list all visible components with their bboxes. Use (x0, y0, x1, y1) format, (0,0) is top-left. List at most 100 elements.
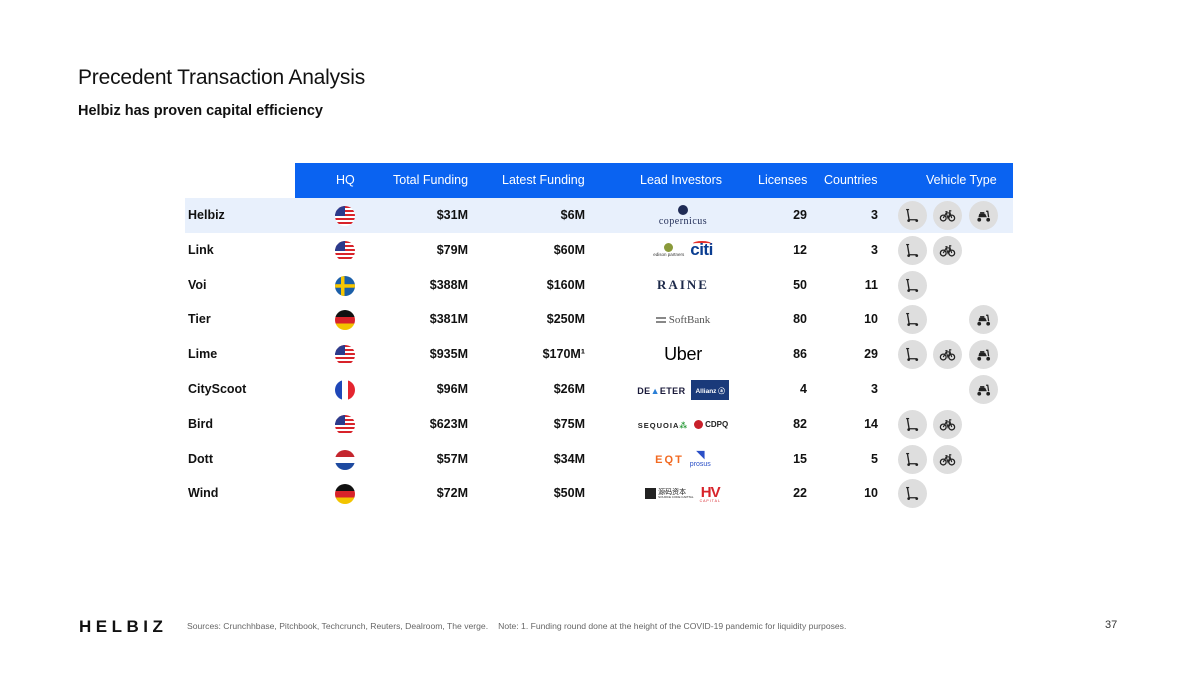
lead-investors: RAINE (635, 268, 731, 303)
bike-icon (933, 444, 962, 474)
bike-icon (933, 340, 962, 370)
investor-logo: Uber (664, 344, 702, 365)
licenses: 22 (793, 486, 807, 501)
header-vehicle-type: Vehicle Type (926, 173, 997, 187)
flag-us-icon (335, 206, 355, 226)
flag-se-icon (335, 275, 355, 296)
lead-investors: EQT ◥ prosus (635, 442, 731, 477)
total-funding: $79M (436, 242, 468, 257)
flag-fr-icon (335, 380, 355, 400)
total-funding: $381M (429, 312, 468, 327)
header-countries: Countries (824, 173, 878, 187)
investor-logo: SEQUOIA⁂ (637, 421, 689, 431)
licenses: 86 (793, 347, 807, 362)
scooter-icon (898, 305, 927, 335)
table-row: Tier $381M $250M SoftBank 80 10 (185, 302, 1013, 337)
lead-investors: SEQUOIA⁂ CDPQ (635, 407, 731, 442)
helbiz-logo: HELBIZ (79, 617, 168, 636)
footer-notes: Sources: Crunchhbase, Pitchbook, Techcru… (187, 621, 846, 631)
investor-logo: 源码资本 SOURCE CODE CAPITAL (645, 488, 694, 500)
latest-funding: $250M (546, 312, 585, 327)
licenses: 29 (793, 208, 807, 222)
licenses: 12 (793, 242, 807, 257)
table-row: Voi $388M $160M RAINE 50 11 (185, 268, 1013, 303)
scooter-icon (898, 479, 927, 509)
company-name: Voi (188, 277, 207, 292)
latest-funding: $60M (553, 242, 585, 257)
bike-icon (933, 235, 962, 265)
lead-investors: DE▲ETER Allianz ⓐ (635, 372, 731, 407)
header-licenses: Licenses (758, 173, 808, 187)
flag-nl-icon (335, 449, 355, 470)
company-name: Wind (188, 486, 219, 501)
company-name: CityScoot (188, 382, 247, 396)
total-funding: $388M (429, 277, 468, 292)
investor-logo: HV CAPITAL (699, 483, 721, 503)
flag-us-icon (335, 414, 355, 435)
table-row: CityScoot $96M $26M DE▲ETER Allianz ⓐ 4 3 (185, 372, 1013, 407)
latest-funding: $6M (560, 208, 585, 222)
countries: 3 (871, 242, 878, 257)
investor-logo: EQT (655, 454, 684, 467)
investor-logo: citi (690, 240, 713, 260)
total-funding: $57M (436, 451, 468, 466)
header-total-funding: Total Funding (393, 173, 469, 187)
company-name: Helbiz (188, 208, 225, 222)
page-subtitle: Helbiz has proven capital efficiency (78, 103, 323, 119)
sources-text: Sources: Crunchhbase, Pitchbook, Techcru… (187, 621, 489, 631)
investor-logo: ◥ prosus (689, 449, 711, 469)
note-text: Note: 1. Funding round done at the heigh… (498, 621, 847, 631)
page-number: 37 (1105, 619, 1118, 631)
investor-logo: edison partners (653, 243, 684, 258)
moped-icon (969, 340, 998, 370)
countries: 14 (864, 416, 878, 431)
page-title: Precedent Transaction Analysis (78, 66, 365, 89)
investor-logo: SoftBank (655, 314, 710, 326)
flag-us-icon (335, 240, 355, 261)
moped-icon (969, 375, 998, 404)
table-row: Wind $72M $50M 源码资本 SOURCE CODE CAPITAL HV CAP… (185, 476, 1013, 511)
company-name: Link (188, 242, 214, 257)
header-lead-investors: Lead Investors (640, 173, 722, 187)
licenses: 15 (793, 451, 807, 466)
flag-de-icon (335, 310, 355, 331)
table-row: Dott $57M $34M EQT ◥ prosus 15 5 (185, 442, 1013, 477)
table-row: Lime $935M $170M¹ Uber 86 29 (185, 337, 1013, 372)
scooter-icon (898, 444, 927, 474)
countries: 5 (871, 451, 878, 466)
latest-funding: $170M¹ (542, 347, 585, 362)
header-latest-funding: Latest Funding (502, 173, 585, 187)
countries: 29 (864, 347, 878, 362)
table-row: Bird $623M $75M SEQUOIA⁂ CDPQ 82 14 (185, 407, 1013, 442)
header-hq: HQ (336, 173, 355, 187)
company-name: Lime (188, 347, 218, 362)
table-row: Link $79M $60M edison partners citi 12 3 (185, 233, 1013, 268)
flag-de-icon (335, 484, 355, 505)
table-header: HQ Total Funding Latest Funding Lead Inv… (295, 163, 1013, 198)
licenses: 50 (793, 277, 807, 292)
investor-logo: copernicus (659, 204, 707, 227)
latest-funding: $34M (553, 451, 585, 466)
latest-funding: $75M (553, 416, 585, 431)
countries: 10 (864, 486, 878, 501)
lead-investors: Uber (635, 337, 731, 372)
scooter-icon (898, 409, 927, 439)
company-name: Tier (188, 312, 211, 327)
scooter-icon (898, 235, 927, 265)
total-funding: $31M (436, 208, 468, 222)
total-funding: $623M (429, 416, 468, 431)
total-funding: $72M (436, 486, 468, 501)
licenses: 4 (800, 382, 807, 396)
investor-logo: CDPQ (694, 419, 728, 429)
licenses: 80 (793, 312, 807, 327)
lead-investors: 源码资本 SOURCE CODE CAPITAL HV CAPITAL (635, 476, 731, 511)
countries: 11 (864, 277, 878, 292)
bike-icon (933, 201, 962, 230)
bike-icon (933, 409, 962, 439)
total-funding: $96M (436, 382, 468, 396)
countries: 3 (871, 208, 878, 222)
scooter-icon (898, 340, 927, 370)
investor-logo: DE▲ETER (637, 385, 686, 396)
table-row: Helbiz $31M $6M copernicus 29 3 (185, 198, 1013, 233)
latest-funding: $50M (553, 486, 585, 501)
